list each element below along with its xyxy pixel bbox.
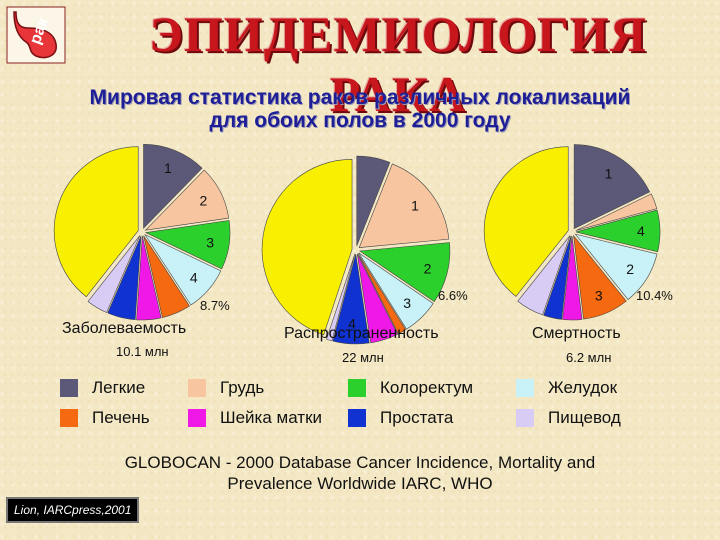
pie-1-slice-8 [87, 235, 141, 313]
source-citation: GLOBOCAN - 2000 Database Cancer Incidenc… [30, 452, 690, 494]
pie-1-slice-label: 1 [164, 160, 172, 176]
legend-item-breast: Грудь [188, 377, 264, 399]
pie-3-slice-8 [517, 235, 571, 316]
pie-2-slice-6 [356, 253, 398, 344]
legend-label: Простата [380, 408, 454, 427]
pie-2-total: 22 млн [342, 350, 384, 365]
pie-3: 1 4 2 3 [483, 144, 661, 321]
legend-item-stomach: Желудок [516, 377, 617, 399]
legend-item-lungs: Легкие [60, 377, 145, 399]
pie-1-slice-label: 3 [206, 234, 214, 250]
pie-2-slice-5 [357, 253, 407, 335]
legend-label: Шейка матки [220, 408, 323, 427]
pie-3-total: 6.2 млн [566, 350, 612, 365]
pie-2-slice-9 [261, 159, 353, 336]
legend-item-esophagus: Пищевод [516, 407, 621, 429]
legend-swatch [348, 409, 366, 427]
pie-3-title: Смертность [532, 325, 621, 342]
pie-1-slice-label: 4 [190, 269, 198, 285]
pie-3-slice-label: 3 [595, 287, 603, 303]
pie-1-slice-4 [144, 233, 222, 306]
pie-3-slice-label: 2 [626, 261, 634, 277]
pie-2-slice-label: 1 [411, 198, 419, 214]
stomach-logo: рак [6, 6, 66, 64]
pie-3-slice-label: 4 [637, 223, 645, 239]
pie-3-slice-3 [575, 209, 661, 253]
pie-1-total: 10.1 млн [116, 344, 169, 359]
pie-2-slice-3 [359, 242, 451, 302]
chart-subtitle: Мировая статистика раков различных локал… [40, 86, 680, 132]
pie-1-slice-2 [144, 169, 230, 231]
legend-swatch [60, 409, 78, 427]
pie-1-slice-5 [143, 235, 190, 318]
legend-item-cervix: Шейка матки [188, 407, 322, 429]
source-line-2: Prevalence Worldwide IARC, WHO [227, 474, 493, 493]
pie-1-title: Заболеваемость [62, 320, 187, 337]
legend-label: Легкие [92, 378, 146, 397]
legend-swatch [188, 379, 206, 397]
pie-3-slice-5 [573, 234, 627, 320]
legend-label: Печень [92, 408, 150, 427]
pie-2-slice-label: 2 [424, 260, 432, 276]
legend-swatch [516, 379, 534, 397]
pie-3-slice-2 [575, 193, 658, 231]
pie-3-slice-label: 1 [605, 166, 613, 182]
pie-1-slice-label: 2 [199, 193, 207, 209]
pie-3-slice-9 [483, 146, 569, 297]
pie-2-slice-8 [326, 253, 356, 342]
page-title: ЭПИДЕМИОЛОГИЯ РАКА [149, 6, 647, 122]
legend-label: Колоректум [380, 378, 474, 397]
pie-2-slice-label: 3 [403, 295, 411, 311]
pie-1-slice-3 [144, 220, 231, 270]
legend-label: Грудь [220, 378, 265, 397]
subtitle-line-1: Мировая статистика раков различных локал… [89, 86, 631, 109]
legend-item-liver: Печень [60, 407, 150, 429]
pie-2-slice-7 [332, 253, 370, 345]
pie-2-slice-label: 4 [348, 316, 356, 332]
legend-swatch [516, 409, 534, 427]
pie-3-percent-label: 10.4% [636, 288, 673, 303]
credit-badge: Lion, IARCpress,2001 [6, 497, 140, 523]
legend-item-colorectum: Колоректум [348, 377, 473, 399]
source-line-1: GLOBOCAN - 2000 Database Cancer Incidenc… [124, 453, 596, 472]
pie-3-slice-6 [562, 235, 583, 321]
subtitle-line-2: для обоих полов в 2000 году [209, 109, 511, 132]
legend-label: Желудок [548, 378, 618, 397]
pie-1-slice-7 [107, 235, 142, 321]
legend-item-prostate: Простата [348, 407, 453, 429]
legend-swatch [188, 409, 206, 427]
pie-1: 1 2 3 4 [53, 143, 231, 321]
pie-3-slice-1 [573, 144, 651, 230]
pie-3-slice-4 [574, 233, 658, 300]
pie-1-slice-1 [143, 143, 203, 230]
legend-label: Пищевод [548, 408, 621, 427]
legend-swatch [60, 379, 78, 397]
pie-2-slice-1 [356, 155, 391, 247]
pie-1-slice-9 [53, 146, 139, 298]
pie-2: 1 2 3 4 [261, 155, 451, 345]
pie-1-percent-label: 8.7% [200, 298, 230, 313]
pie-2-slice-2 [358, 163, 450, 248]
pie-2-percent-label: 6.6% [438, 288, 468, 303]
pie-3-slice-7 [543, 235, 572, 320]
pie-2-title: Распространенность [284, 325, 439, 342]
legend-swatch [348, 379, 366, 397]
pie-2-slice-4 [358, 252, 434, 330]
pie-1-slice-6 [136, 235, 162, 321]
